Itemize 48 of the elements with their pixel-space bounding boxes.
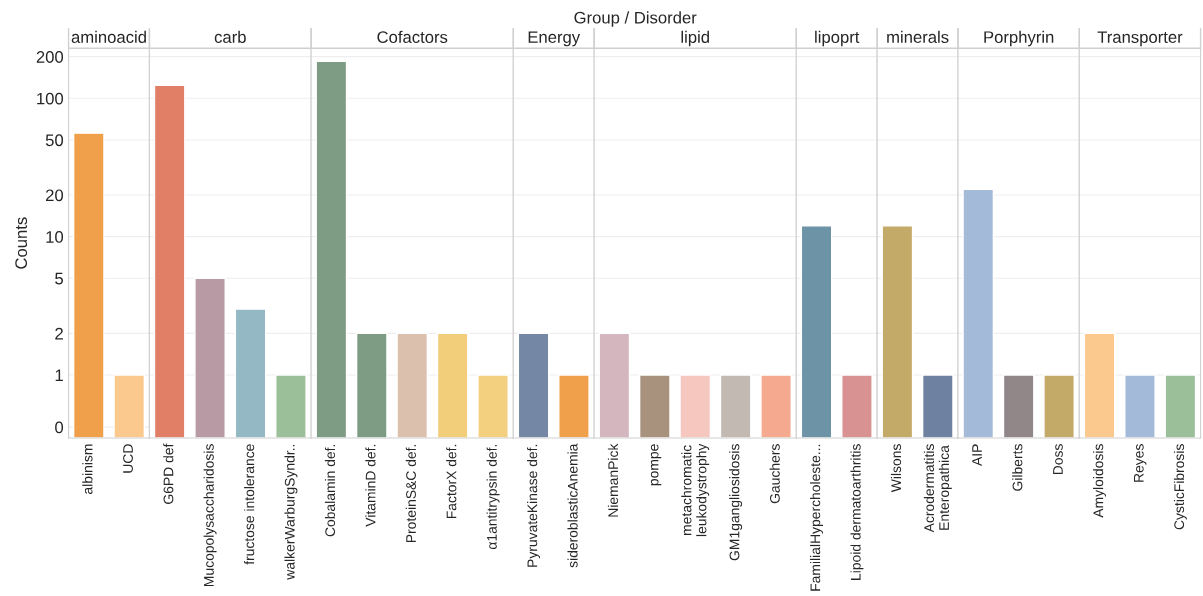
x-tick-label: Acrodermatitis Enteropathica (923, 444, 952, 533)
x-tick-label: sideroblasticAnemia (567, 443, 578, 568)
x-tick-label: Gilberts (1012, 444, 1023, 491)
x-tick-label: walkerWarburgSyndr.. (284, 444, 298, 580)
x-tick-label: FamilialHypercholeste... (810, 444, 823, 591)
x-tick-label: α1antitrypsin def. (486, 444, 500, 550)
y-tick-label: 2 (55, 327, 63, 340)
text: Group / Disorder (574, 11, 697, 27)
y-tick-label: 20 (46, 189, 64, 202)
x-tick-label: Doss (1053, 444, 1063, 475)
x-tick-label: fructose intolerance (244, 444, 255, 565)
x-tick-label: Gauchers (769, 444, 780, 504)
x-tick-label: VitaminD def. (365, 444, 376, 527)
x-tick-label: pompe (650, 444, 662, 486)
x-tick-label: PyruvateKinase def. (527, 444, 540, 567)
chart-title: lipid (681, 30, 709, 47)
chart-title: lipoprt (815, 30, 860, 47)
x-tick-label: Reyes (1133, 444, 1147, 482)
x-tick-label: ProteinS&C def. (405, 444, 416, 543)
x-tick-label: CysticFibrosis (1173, 444, 1187, 530)
x-tick-label: Amyloidosis (1093, 444, 1106, 518)
x-tick-label: UCD (123, 444, 133, 473)
y-tick-label: 0 (55, 421, 64, 434)
x-tick-label: FactorX def. (446, 444, 457, 519)
x-tick-label: NiemanPick (607, 443, 619, 517)
x-tick-label: Mucopolysaccharidosis (203, 444, 217, 587)
chart-title: Energy (528, 31, 581, 47)
y-tick-label: 1 (55, 369, 63, 382)
chart-title: minerals (887, 30, 949, 44)
y-tick-label: 5 (55, 272, 64, 285)
y-tick-label: 100 (37, 92, 64, 105)
chart-title: Cofactors (377, 30, 448, 44)
x-tick-label: G6PD def (163, 443, 174, 504)
y-axis-title: Counts (15, 217, 28, 269)
x-tick-label: Wilsons (890, 444, 902, 493)
x-tick-label: Lipoid dermatoarthritis (850, 444, 864, 580)
x-tick-label: AIP (972, 444, 982, 466)
chart-title: carb (214, 30, 246, 44)
x-tick-label: metachromatic leukodystrophy (681, 443, 710, 537)
x-tick-label: GM1gangliosidosis (729, 444, 743, 561)
y-tick-label: 200 (36, 51, 64, 63)
x-tick-label: albinism (82, 444, 93, 494)
y-tick-label: 10 (46, 231, 64, 243)
y-tick-label: 50 (45, 134, 64, 147)
x-tick-label: Cobalamin def. (324, 444, 336, 537)
chart-title: Porphyrin (984, 30, 1054, 47)
chart-title: aminoacid (71, 30, 146, 44)
chart-title: Transporter (1097, 31, 1183, 47)
